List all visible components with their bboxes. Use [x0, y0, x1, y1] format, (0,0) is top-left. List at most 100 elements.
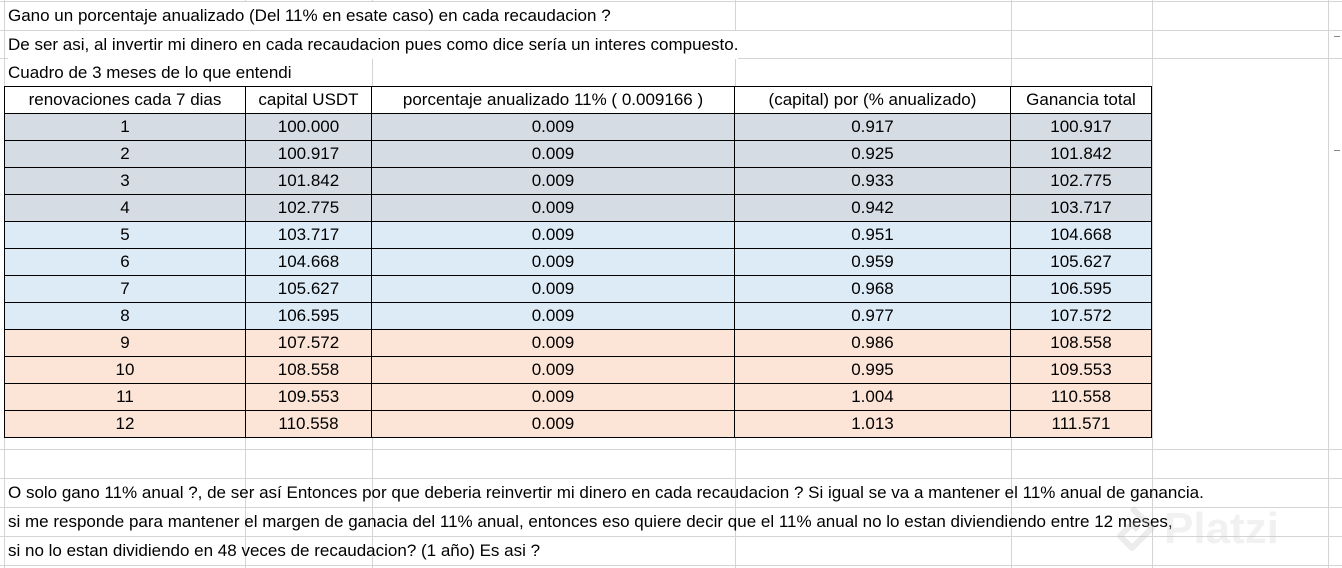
cell-capital-por-porcentaje[interactable]: 0.977	[734, 302, 1011, 330]
table-row: 10 108.558 0.009 0.995 109.553	[4, 356, 1152, 384]
gridline	[0, 565, 1342, 566]
cell-porcentaje[interactable]: 0.009	[371, 410, 735, 438]
header-porcentaje[interactable]: porcentaje anualizado 11% ( 0.009166 )	[371, 86, 735, 114]
cell-capital[interactable]: 104.668	[245, 248, 372, 276]
table-row: 8 106.595 0.009 0.977 107.572	[4, 302, 1152, 330]
gridline	[0, 30, 1342, 31]
cell-porcentaje[interactable]: 0.009	[371, 167, 735, 195]
table-row: 12 110.558 0.009 1.013 111.571	[4, 410, 1152, 438]
cell-capital[interactable]: 102.775	[245, 194, 372, 222]
cell-ganancia-total[interactable]: 100.917	[1010, 113, 1152, 141]
cell-capital[interactable]: 100.000	[245, 113, 372, 141]
gridline	[0, 449, 1342, 450]
header-renovaciones[interactable]: renovaciones cada 7 dias	[4, 86, 246, 114]
cell-ganancia-total[interactable]: 108.558	[1010, 329, 1152, 357]
cell-porcentaje[interactable]: 0.009	[371, 194, 735, 222]
table-row: 3 101.842 0.009 0.933 102.775	[4, 167, 1152, 195]
cell-capital[interactable]: 107.572	[245, 329, 372, 357]
cell-capital[interactable]: 103.717	[245, 221, 372, 249]
table-row: 4 102.775 0.009 0.942 103.717	[4, 194, 1152, 222]
cell-capital-por-porcentaje[interactable]: 1.013	[734, 410, 1011, 438]
cell-capital-por-porcentaje[interactable]: 0.917	[734, 113, 1011, 141]
cell-capital[interactable]: 110.558	[245, 410, 372, 438]
cell-ganancia-total[interactable]: 111.571	[1010, 410, 1152, 438]
cell-ganancia-total[interactable]: 107.572	[1010, 302, 1152, 330]
table-caption[interactable]: Cuadro de 3 meses de lo que entendi	[8, 59, 292, 87]
cell-ganancia-total[interactable]: 101.842	[1010, 140, 1152, 168]
cell-ganancia-total[interactable]: 110.558	[1010, 383, 1152, 411]
cell-capital[interactable]: 105.627	[245, 275, 372, 303]
cell-ganancia-total[interactable]: 103.717	[1010, 194, 1152, 222]
cell-ganancia-total[interactable]: 102.775	[1010, 167, 1152, 195]
cell-capital[interactable]: 100.917	[245, 140, 372, 168]
platzi-logo-icon	[1117, 505, 1155, 551]
table-header-row: renovaciones cada 7 dias capital USDT po…	[4, 86, 1152, 114]
cell-porcentaje[interactable]: 0.009	[371, 356, 735, 384]
cell-renovacion[interactable]: 12	[4, 410, 246, 438]
cell-renovacion[interactable]: 3	[4, 167, 246, 195]
cell-porcentaje[interactable]: 0.009	[371, 329, 735, 357]
table-row: 6 104.668 0.009 0.959 105.627	[4, 248, 1152, 276]
cell-ganancia-total[interactable]: 106.595	[1010, 275, 1152, 303]
platzi-watermark: Platzi	[1102, 500, 1332, 560]
header-ganancia-total[interactable]: Ganancia total	[1010, 86, 1152, 114]
sheet-edge-mark	[1334, 150, 1340, 151]
gridline	[1328, 0, 1329, 568]
table-row: 2 100.917 0.009 0.925 101.842	[4, 140, 1152, 168]
cell-renovacion[interactable]: 6	[4, 248, 246, 276]
watermark-text: Platzi	[1164, 504, 1279, 553]
cell-capital[interactable]: 109.553	[245, 383, 372, 411]
question-line-1[interactable]: Gano un porcentaje anualizado (Del 11% e…	[8, 2, 611, 30]
cell-renovacion[interactable]: 4	[4, 194, 246, 222]
cell-renovacion[interactable]: 7	[4, 275, 246, 303]
sheet-edge-mark	[1334, 36, 1340, 37]
cell-ganancia-total[interactable]: 105.627	[1010, 248, 1152, 276]
cell-capital-por-porcentaje[interactable]: 0.968	[734, 275, 1011, 303]
cell-porcentaje[interactable]: 0.009	[371, 383, 735, 411]
gridline	[0, 1, 1342, 2]
gridline	[0, 507, 1342, 508]
cell-capital-por-porcentaje[interactable]: 0.933	[734, 167, 1011, 195]
table-row: 1 100.000 0.009 0.917 100.917	[4, 113, 1152, 141]
compound-interest-table: renovaciones cada 7 dias capital USDT po…	[4, 86, 1152, 438]
question-line-5[interactable]: si no lo estan dividiendo en 48 veces de…	[8, 541, 541, 560]
header-capital-por-porcentaje[interactable]: (capital) por (% anualizado)	[734, 86, 1011, 114]
cell-capital-por-porcentaje[interactable]: 0.925	[734, 140, 1011, 168]
gridline	[0, 536, 1342, 537]
cell-capital-por-porcentaje[interactable]: 0.986	[734, 329, 1011, 357]
question-line-2[interactable]: De ser asi, al invertir mi dinero en cad…	[8, 31, 739, 59]
table-row: 11 109.553 0.009 1.004 110.558	[4, 383, 1152, 411]
question-line-4[interactable]: si me responde para mantener el margen d…	[8, 512, 1173, 531]
cell-renovacion[interactable]: 8	[4, 302, 246, 330]
gridline	[0, 478, 1342, 479]
cell-ganancia-total[interactable]: 104.668	[1010, 221, 1152, 249]
cell-capital-por-porcentaje[interactable]: 0.951	[734, 221, 1011, 249]
cell-renovacion[interactable]: 5	[4, 221, 246, 249]
cell-renovacion[interactable]: 1	[4, 113, 246, 141]
table-row: 9 107.572 0.009 0.986 108.558	[4, 329, 1152, 357]
cell-porcentaje[interactable]: 0.009	[371, 248, 735, 276]
cell-renovacion[interactable]: 9	[4, 329, 246, 357]
cell-capital[interactable]: 106.595	[245, 302, 372, 330]
gridline	[1152, 0, 1153, 568]
cell-porcentaje[interactable]: 0.009	[371, 221, 735, 249]
cell-capital-por-porcentaje[interactable]: 0.942	[734, 194, 1011, 222]
cell-capital[interactable]: 101.842	[245, 167, 372, 195]
header-capital[interactable]: capital USDT	[245, 86, 372, 114]
cell-capital-por-porcentaje[interactable]: 1.004	[734, 383, 1011, 411]
cell-porcentaje[interactable]: 0.009	[371, 302, 735, 330]
question-line-3[interactable]: O solo gano 11% anual ?, de ser así Ento…	[8, 483, 1204, 502]
cell-renovacion[interactable]: 11	[4, 383, 246, 411]
cell-porcentaje[interactable]: 0.009	[371, 113, 735, 141]
cell-capital-por-porcentaje[interactable]: 0.959	[734, 248, 1011, 276]
cell-ganancia-total[interactable]: 109.553	[1010, 356, 1152, 384]
table-row: 7 105.627 0.009 0.968 106.595	[4, 275, 1152, 303]
cell-porcentaje[interactable]: 0.009	[371, 140, 735, 168]
cell-capital-por-porcentaje[interactable]: 0.995	[734, 356, 1011, 384]
table-row: 5 103.717 0.009 0.951 104.668	[4, 221, 1152, 249]
cell-capital[interactable]: 108.558	[245, 356, 372, 384]
cell-renovacion[interactable]: 2	[4, 140, 246, 168]
cell-renovacion[interactable]: 10	[4, 356, 246, 384]
cell-porcentaje[interactable]: 0.009	[371, 275, 735, 303]
